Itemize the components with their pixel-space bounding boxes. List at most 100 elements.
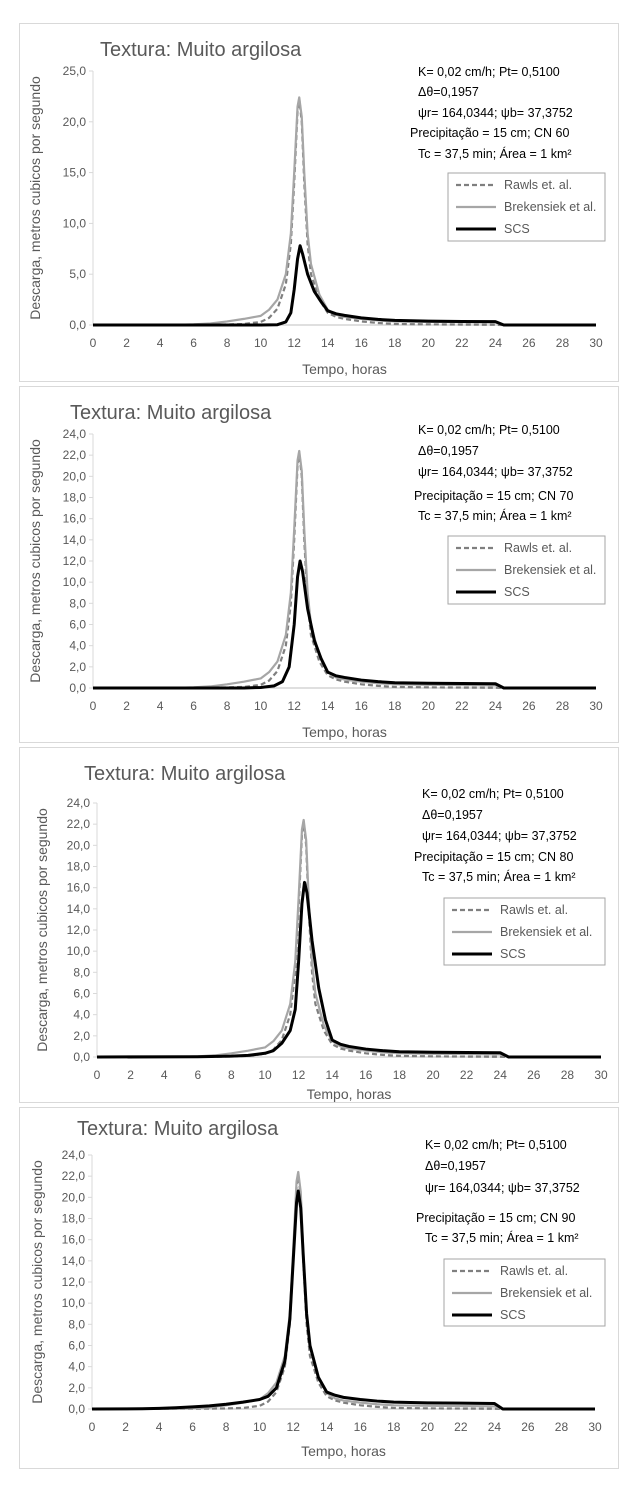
y-tick-label: 18,0 (62, 1212, 86, 1226)
x-tick-label: 0 (90, 699, 97, 713)
parameter-annotation: Δθ=0,1957 (422, 808, 483, 822)
x-tick-label: 26 (522, 699, 536, 713)
x-tick-label: 6 (189, 1420, 196, 1434)
x-tick-label: 22 (460, 1068, 474, 1082)
x-tick-label: 4 (157, 336, 164, 350)
legend-label: Brekensiek et al. (500, 925, 592, 939)
chart-panel-2: Textura: Muito argilosa 0,0 2,0 4,0 6,0 8,0 10… (19, 386, 619, 743)
x-tick-label: 14 (320, 1420, 334, 1434)
x-axis-label: Tempo, horas (301, 1443, 386, 1459)
y-tick-label: 2,0 (73, 1029, 90, 1043)
y-tick-label: 24,0 (62, 1148, 86, 1162)
parameter-annotation: Tc = 37,5 min; Área = 1 km² (422, 869, 576, 884)
y-tick-label: 10,0 (63, 575, 87, 589)
x-tick-label: 26 (521, 1420, 535, 1434)
x-tick-label: 2 (123, 336, 130, 350)
y-tick-label: 15,0 (63, 166, 87, 180)
y-tick-label: 0,0 (69, 318, 86, 332)
parameter-annotation: Tc = 37,5 min; Área = 1 km² (425, 1230, 579, 1245)
y-tick-label: 8,0 (68, 1317, 85, 1331)
y-tick-label: 4,0 (73, 1008, 90, 1022)
y-tick-label: 6,0 (68, 1339, 85, 1353)
y-axis-label: Descarga, metros cubicos por segundo (27, 76, 43, 320)
chart-svg: Textura: Muito argilosa 0,0 2,0 4,0 6,0 8,0 10… (34, 763, 608, 1102)
x-tick-label: 20 (422, 336, 436, 350)
parameter-annotation: Tc = 37,5 min; Área = 1 km² (418, 508, 572, 523)
parameter-annotation: Precipitação = 15 cm; CN 60 (410, 126, 569, 140)
x-tick-label: 16 (355, 336, 369, 350)
legend-label: SCS (500, 947, 526, 961)
chart-svg: Textura: Muito argilosa 0,0 2,0 4,0 6,0 8,0 10… (29, 1118, 606, 1459)
series-line-scs (93, 559, 596, 690)
x-tick-label: 16 (359, 1068, 373, 1082)
x-tick-label: 30 (588, 1420, 602, 1434)
parameter-annotation: Δθ=0,1957 (425, 1159, 486, 1173)
y-tick-label: 14,0 (62, 1254, 86, 1268)
y-tick-label: 4,0 (68, 1360, 85, 1374)
x-tick-label: 16 (354, 1420, 368, 1434)
chart-panel-1: Textura: Muito argilosa 0,0 5,0 10,0 15,0 20,… (19, 23, 619, 382)
legend-label: Rawls et. al. (500, 1264, 568, 1278)
y-axis-label: Descarga, metros cubicos por segundo (29, 1160, 45, 1404)
y-tick-label: 22,0 (63, 448, 87, 462)
y-tick-label: 22,0 (67, 817, 91, 831)
y-tick-label: 0,0 (73, 1050, 90, 1064)
y-tick-label: 4,0 (69, 639, 86, 653)
y-axis-label: Descarga, metros cubicos por segundo (27, 439, 43, 683)
x-tick-label: 22 (454, 1420, 468, 1434)
legend-label: SCS (500, 1308, 526, 1322)
y-tick-label: 20,0 (63, 115, 87, 129)
x-tick-label: 12 (287, 1420, 301, 1434)
y-tick-label: 10,0 (67, 944, 91, 958)
x-axis-label: Tempo, horas (302, 724, 387, 740)
x-tick-label: 2 (122, 1420, 129, 1434)
y-tick-label: 6,0 (69, 618, 86, 632)
y-tick-label: 12,0 (67, 923, 91, 937)
y-tick-label: 16,0 (67, 881, 91, 895)
y-tick-label: 24,0 (67, 796, 91, 810)
x-tick-label: 8 (224, 336, 231, 350)
x-tick-label: 18 (388, 336, 402, 350)
x-tick-label: 12 (288, 699, 302, 713)
series-line-scs (91, 1189, 595, 1411)
x-tick-label: 26 (522, 336, 536, 350)
x-tick-label: 4 (157, 699, 164, 713)
y-tick-label: 5,0 (69, 267, 86, 281)
y-tick-label: 0,0 (69, 681, 86, 695)
x-tick-label: 2 (127, 1068, 134, 1082)
y-tick-label: 8,0 (73, 965, 90, 979)
x-tick-label: 10 (254, 699, 268, 713)
parameter-annotation: ψr= 164,0344; ψb= 37,3752 (418, 106, 573, 120)
chart-title: Textura: Muito argilosa (70, 402, 272, 424)
x-tick-label: 28 (556, 336, 570, 350)
x-tick-label: 0 (89, 1420, 96, 1434)
x-tick-label: 14 (321, 336, 335, 350)
y-tick-label: 22,0 (62, 1169, 86, 1183)
parameter-annotation: Precipitação = 15 cm; CN 80 (414, 850, 573, 864)
x-tick-label: 30 (594, 1068, 608, 1082)
legend-label: Rawls et. al. (504, 541, 572, 555)
y-tick-label: 14,0 (67, 902, 91, 916)
x-tick-label: 22 (455, 699, 469, 713)
x-tick-label: 24 (489, 336, 503, 350)
chart-title: Textura: Muito argilosa (100, 39, 302, 61)
x-tick-label: 24 (488, 1420, 502, 1434)
x-tick-label: 30 (589, 336, 603, 350)
x-tick-label: 20 (422, 699, 436, 713)
parameter-annotation: ψr= 164,0344; ψb= 37,3752 (422, 829, 577, 843)
x-tick-label: 26 (527, 1068, 541, 1082)
legend-label: Rawls et. al. (500, 903, 568, 917)
x-tick-label: 18 (393, 1068, 407, 1082)
x-tick-label: 8 (224, 699, 231, 713)
parameter-annotation: Precipitação = 15 cm; CN 70 (414, 489, 573, 503)
x-tick-label: 14 (321, 699, 335, 713)
x-tick-label: 10 (253, 1420, 267, 1434)
series-line-scs (96, 880, 601, 1059)
series-line-scs (93, 244, 596, 327)
y-tick-label: 20,0 (67, 838, 91, 852)
parameter-annotation: Δθ=0,1957 (418, 85, 479, 99)
x-tick-label: 12 (292, 1068, 306, 1082)
x-tick-label: 20 (426, 1068, 440, 1082)
x-tick-label: 0 (90, 336, 97, 350)
y-tick-label: 14,0 (63, 533, 87, 547)
